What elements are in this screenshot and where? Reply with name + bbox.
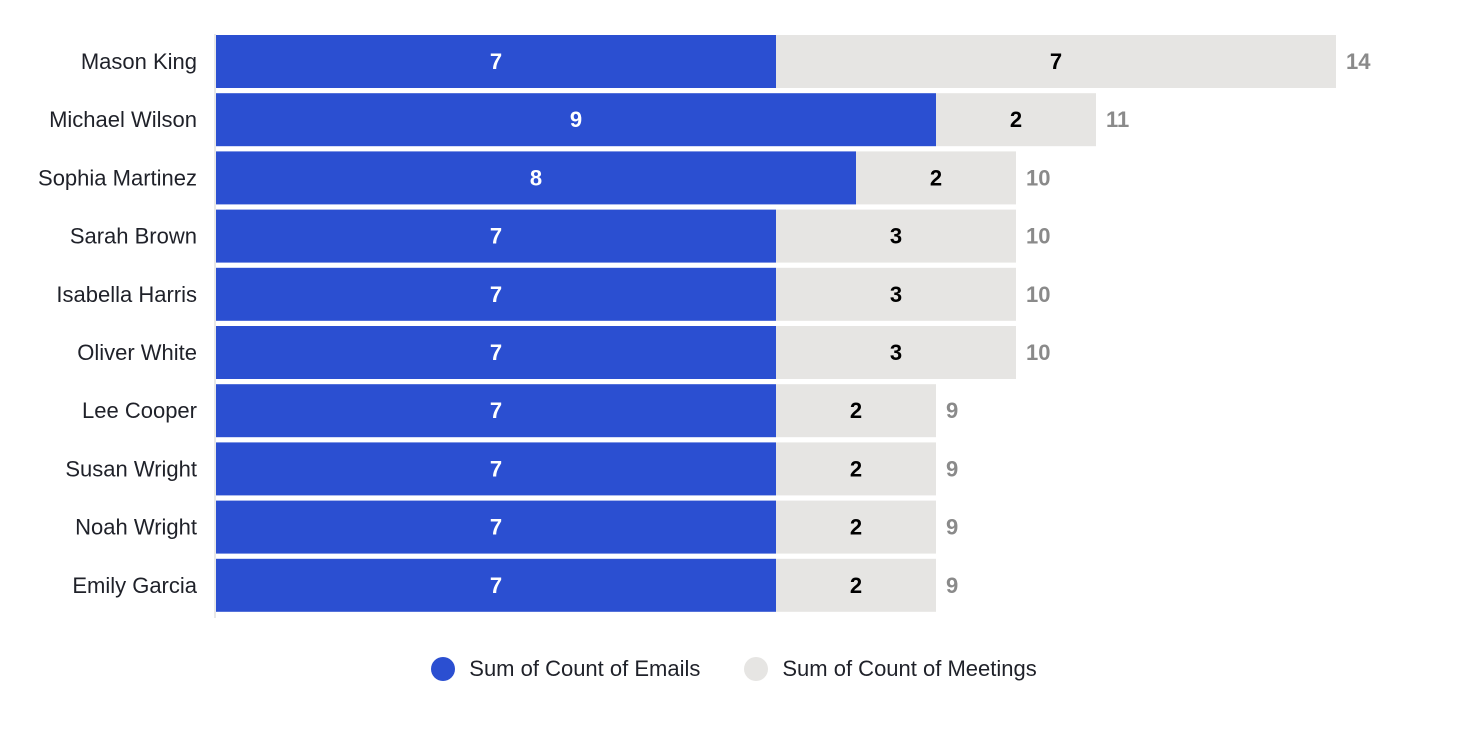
bar-segment-meetings[interactable] <box>776 558 936 612</box>
data-label-meetings: 7 <box>1050 49 1062 74</box>
data-label-meetings: 2 <box>930 165 942 190</box>
legend-label-emails: Sum of Count of Emails <box>469 656 701 681</box>
legend-item-emails[interactable]: Sum of Count of Emails <box>431 656 700 682</box>
category-label: Emily Garcia <box>72 573 197 598</box>
bar-segment-emails[interactable] <box>216 558 776 612</box>
category-label: Lee Cooper <box>82 398 197 423</box>
bar-segment-emails[interactable] <box>216 151 856 205</box>
bar-row-susan-wright: Susan Wright 7 2 9 <box>65 442 958 496</box>
bar-row-sarah-brown: Sarah Brown 7 3 10 <box>70 209 1050 263</box>
legend: Sum of Count of Emails Sum of Count of M… <box>0 656 1468 682</box>
bar-segment-emails[interactable] <box>216 442 776 496</box>
bar-segment-meetings[interactable] <box>936 93 1096 147</box>
total-label: 9 <box>946 456 958 481</box>
total-label: 14 <box>1346 49 1371 74</box>
legend-item-meetings[interactable]: Sum of Count of Meetings <box>744 656 1037 682</box>
bar-row-michael-wilson: Michael Wilson 9 2 11 <box>49 93 1129 147</box>
data-label-emails: 9 <box>570 107 582 132</box>
bar-segment-meetings[interactable] <box>776 35 1336 88</box>
data-label-meetings: 2 <box>850 456 862 481</box>
bars-layer: Mason King 7 7 14 Michael Wilson 9 2 11 Sophia M… <box>38 35 1371 612</box>
bar-segment-emails[interactable] <box>216 326 776 379</box>
data-label-meetings: 2 <box>850 573 862 598</box>
category-label: Mason King <box>81 49 197 74</box>
bar-segment-emails[interactable] <box>216 35 776 88</box>
category-label: Oliver White <box>77 340 197 365</box>
bar-segment-meetings[interactable] <box>776 442 936 496</box>
category-label: Isabella Harris <box>56 282 197 307</box>
bar-segment-meetings[interactable] <box>776 384 936 438</box>
bar-row-noah-wright: Noah Wright 7 2 9 <box>75 500 958 554</box>
data-label-emails: 7 <box>490 49 502 74</box>
data-label-emails: 7 <box>490 282 502 307</box>
data-label-meetings: 2 <box>850 398 862 423</box>
data-label-meetings: 3 <box>890 282 902 307</box>
total-label: 9 <box>946 573 958 598</box>
legend-swatch-meetings <box>744 657 769 681</box>
data-label-emails: 7 <box>490 340 502 365</box>
total-label: 10 <box>1026 224 1050 249</box>
category-label: Noah Wright <box>75 515 197 540</box>
data-label-emails: 7 <box>490 573 502 598</box>
data-label-meetings: 3 <box>890 340 902 365</box>
bar-segment-meetings[interactable] <box>776 209 1016 263</box>
total-label: 10 <box>1026 282 1050 307</box>
bar-segment-emails[interactable] <box>216 209 776 263</box>
bar-segment-meetings[interactable] <box>776 500 936 554</box>
data-label-emails: 7 <box>490 398 502 423</box>
total-label: 9 <box>946 515 958 540</box>
data-label-emails: 8 <box>530 165 542 190</box>
total-label: 9 <box>946 398 958 423</box>
data-label-emails: 7 <box>490 224 502 249</box>
data-label-meetings: 2 <box>850 515 862 540</box>
bar-row-isabella-harris: Isabella Harris 7 3 10 <box>56 267 1050 321</box>
legend-swatch-emails <box>431 657 456 681</box>
total-label: 10 <box>1026 165 1050 190</box>
chart-plot: Mason King 7 7 14 Michael Wilson 9 2 11 Sophia M… <box>38 34 1371 618</box>
total-label: 10 <box>1026 340 1050 365</box>
bar-segment-meetings[interactable] <box>856 151 1016 205</box>
category-label: Sarah Brown <box>70 224 197 249</box>
category-label: Michael Wilson <box>49 107 197 132</box>
bar-segment-emails[interactable] <box>216 267 776 321</box>
bar-row-oliver-white: Oliver White 7 3 10 <box>77 326 1050 379</box>
bar-segment-meetings[interactable] <box>776 326 1016 379</box>
bar-row-emily-garcia: Emily Garcia 7 2 9 <box>72 558 958 612</box>
legend-label-meetings: Sum of Count of Meetings <box>782 656 1037 681</box>
bar-row-mason-king: Mason King 7 7 14 <box>81 35 1371 88</box>
bar-row-sophia-martinez: Sophia Martinez 8 2 10 <box>38 151 1050 205</box>
bar-segment-emails[interactable] <box>216 500 776 554</box>
category-label: Sophia Martinez <box>38 165 197 190</box>
total-label: 11 <box>1106 107 1129 132</box>
data-label-emails: 7 <box>490 456 502 481</box>
data-label-meetings: 3 <box>890 224 902 249</box>
data-label-meetings: 2 <box>1010 107 1022 132</box>
bar-row-lee-cooper: Lee Cooper 7 2 9 <box>82 384 958 438</box>
category-label: Susan Wright <box>65 456 197 481</box>
bar-segment-emails[interactable] <box>216 384 776 438</box>
bar-segment-emails[interactable] <box>216 93 936 147</box>
data-label-emails: 7 <box>490 515 502 540</box>
bar-segment-meetings[interactable] <box>776 267 1016 321</box>
